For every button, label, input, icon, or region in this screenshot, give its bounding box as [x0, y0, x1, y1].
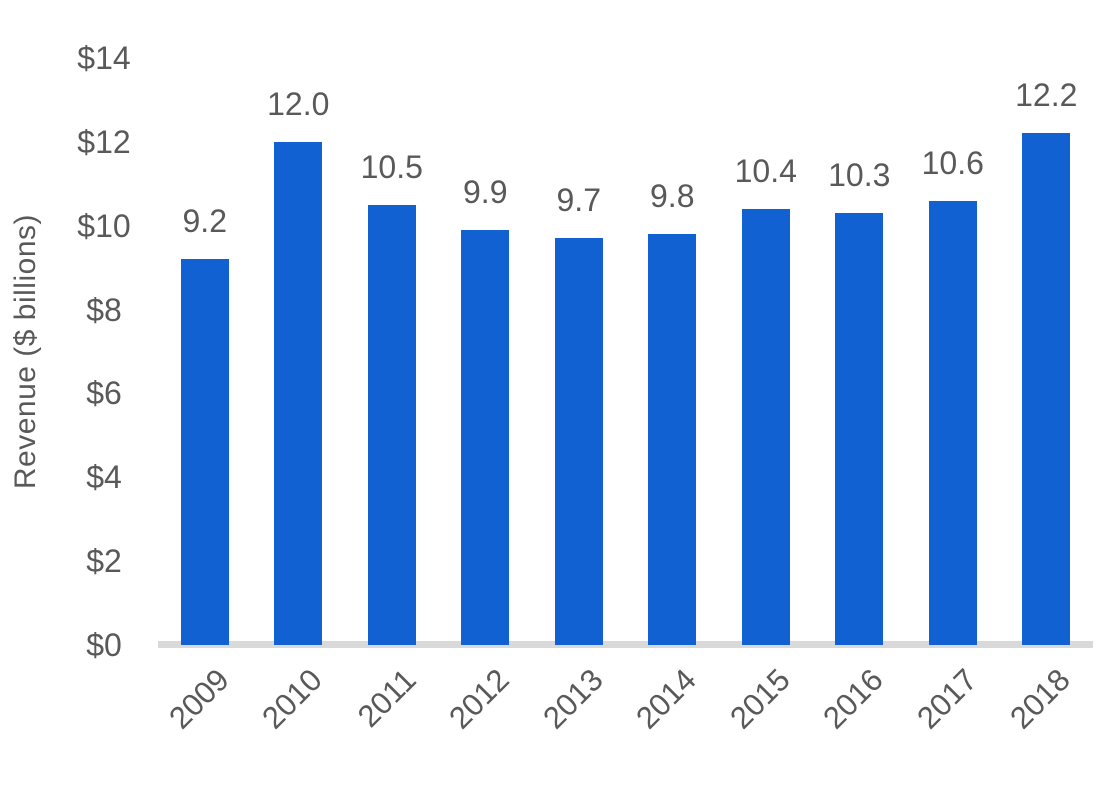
y-tick-label: $4: [86, 459, 122, 496]
bar-value-label: 9.8: [650, 178, 695, 215]
bar-2014: [648, 234, 697, 645]
x-tick-label-2010: 2010: [255, 662, 329, 736]
y-tick-label: $12: [77, 123, 131, 160]
bar-value-label: 10.4: [734, 152, 797, 189]
x-tick-label-2009: 2009: [161, 662, 236, 736]
bar-2016: [835, 213, 884, 645]
bar-2013: [554, 238, 603, 645]
x-axis-baseline: [158, 641, 1093, 648]
bar-2009: [180, 259, 229, 645]
bar-2012: [461, 229, 510, 645]
bar-value-label: 9.7: [556, 182, 601, 219]
bar-value-label: 10.3: [828, 157, 891, 194]
bar-2010: [274, 141, 323, 645]
y-tick-label: $8: [86, 291, 122, 328]
y-tick-label: $2: [86, 543, 122, 580]
bar-value-label: 9.2: [182, 203, 227, 240]
bar-2018: [1022, 133, 1071, 645]
y-tick-label: $10: [77, 207, 131, 244]
x-tick-label-2012: 2012: [442, 662, 516, 736]
x-tick-label-2011: 2011: [350, 662, 423, 734]
x-tick-label-2013: 2013: [535, 662, 610, 736]
plot-area: 9.2 12.0 10.5 9.9 9.7 9.8 10.4 10.3 10.6 12.2: [158, 58, 1093, 645]
bar-2017: [928, 200, 977, 645]
y-tick-label: $0: [86, 627, 122, 663]
x-tick-label-2017: 2017: [909, 662, 984, 736]
bar-value-label: 12.0: [267, 85, 330, 122]
bar-2011: [367, 204, 416, 645]
x-tick-label-2016: 2016: [816, 662, 890, 736]
x-tick-label-2015: 2015: [722, 662, 797, 736]
y-axis-title-container: Revenue ($ billions): [2, 58, 50, 645]
bar-value-label: 10.5: [360, 148, 423, 185]
bar-value-label: 9.9: [463, 173, 508, 210]
bar-value-label: 12.2: [1015, 77, 1078, 114]
y-tick-label: $6: [86, 375, 122, 412]
y-tick-label: $14: [77, 40, 131, 76]
x-tick-label-2018: 2018: [1003, 662, 1077, 736]
bar-value-label: 10.6: [921, 144, 984, 181]
bar-2015: [741, 208, 790, 645]
y-axis-title: Revenue ($ billions): [9, 213, 42, 490]
x-tick-label-2014: 2014: [629, 662, 703, 736]
